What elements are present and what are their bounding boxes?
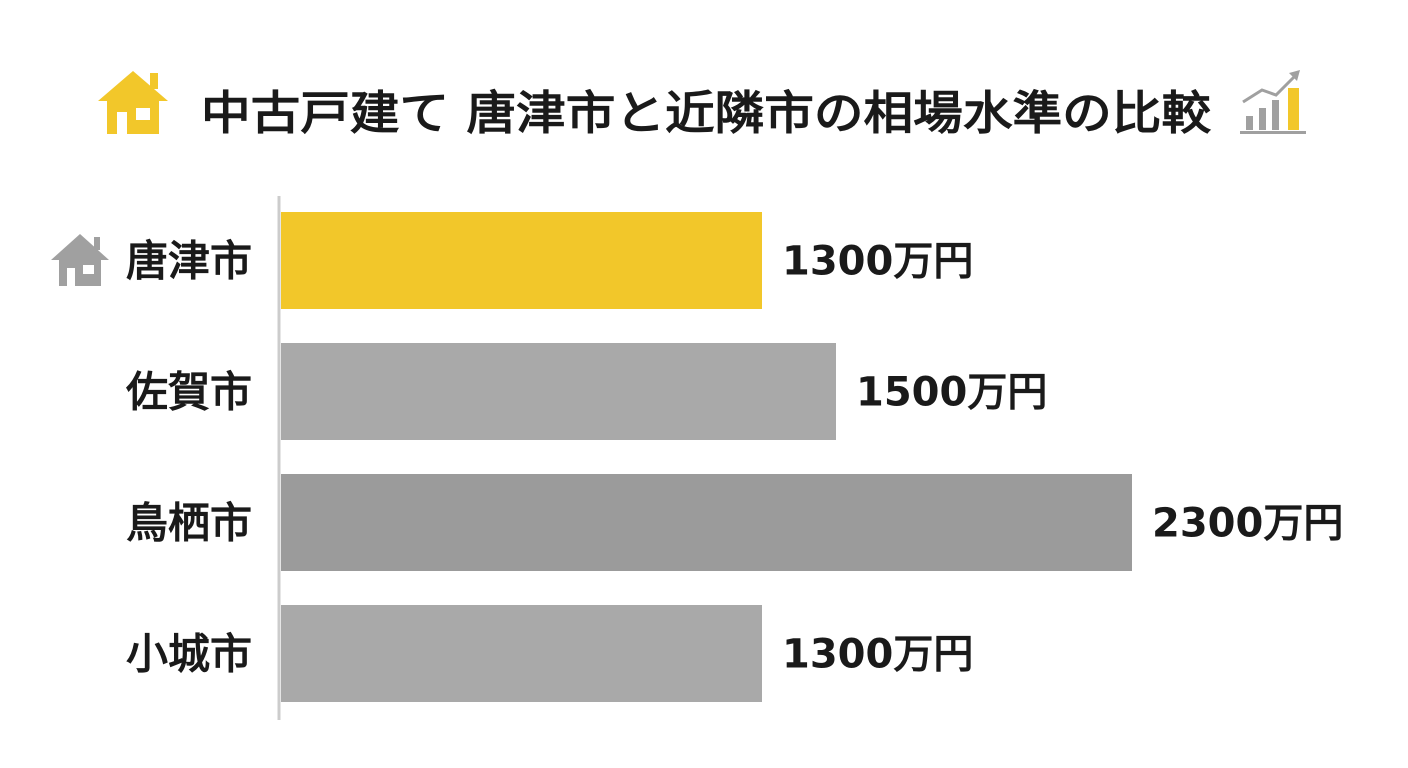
bar-3 <box>281 474 1132 571</box>
value-label: 1500万円 <box>856 370 1047 416</box>
bar-2 <box>281 343 836 440</box>
house-icon <box>98 71 168 134</box>
category-label: 佐賀市 <box>125 368 252 417</box>
chart-title: 中古戸建て 唐津市と近隣市の相場水準の比較 <box>201 86 1212 140</box>
house-icon-small <box>51 234 109 286</box>
bar-4 <box>281 605 762 702</box>
bar-1 <box>281 212 762 309</box>
category-label: 唐津市 <box>126 237 252 286</box>
value-label: 2300万円 <box>1152 501 1343 547</box>
value-label: 1300万円 <box>782 632 973 678</box>
category-label: 鳥栖市 <box>126 499 252 548</box>
bar-chart-trend-icon <box>1240 70 1306 134</box>
value-label: 1300万円 <box>782 239 973 285</box>
category-label: 小城市 <box>126 630 252 679</box>
